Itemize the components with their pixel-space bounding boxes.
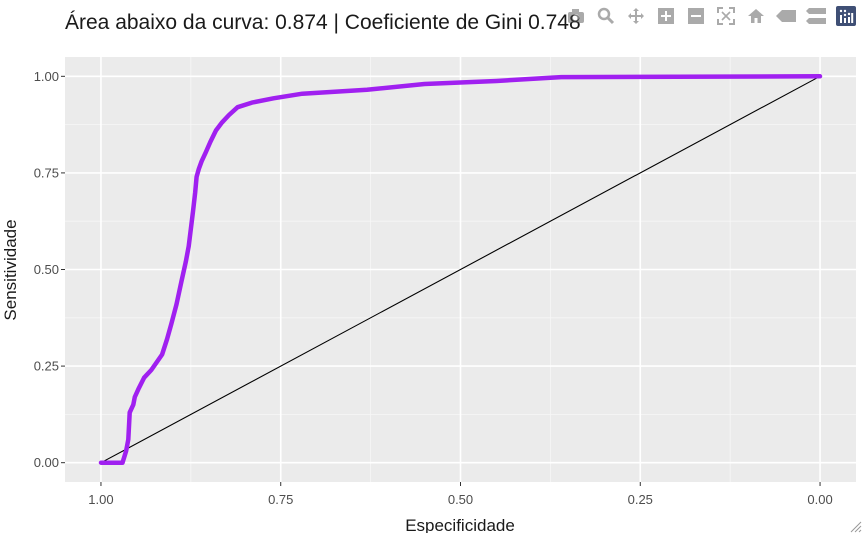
x-tick-label: 0.75	[268, 492, 293, 507]
y-axis-title: Sensitividade	[1, 219, 20, 320]
zoom-in-icon[interactable]	[654, 4, 678, 28]
y-tick-label: 0.75	[34, 165, 59, 180]
hover-compare-icon[interactable]	[804, 4, 828, 28]
modebar	[558, 4, 858, 28]
camera-icon[interactable]	[564, 4, 588, 28]
roc-curve-line	[98, 74, 823, 465]
y-tick-label: 0.25	[34, 359, 59, 374]
reset-axes-icon[interactable]	[744, 4, 768, 28]
x-tick-label: 1.00	[88, 492, 113, 507]
chart-title: Área abaixo da curva: 0.874 | Coeficient…	[65, 11, 581, 34]
hover-closest-icon[interactable]	[774, 4, 798, 28]
pan-icon[interactable]	[624, 4, 648, 28]
y-tick-label: 0.50	[34, 262, 59, 277]
resize-handle-icon[interactable]	[848, 519, 862, 533]
y-tick-label: 1.00	[34, 69, 59, 84]
x-tick-label: 0.50	[448, 492, 473, 507]
tick-labels: 1.00 0.75 0.50 0.25 0.00 0.00 0.25 0.50 0.75 1.00	[34, 69, 833, 507]
autoscale-icon[interactable]	[714, 4, 738, 28]
series-lines	[98, 74, 823, 465]
x-tick-label: 0.00	[807, 492, 832, 507]
zoom-out-icon[interactable]	[684, 4, 708, 28]
x-tick-label: 0.25	[628, 492, 653, 507]
x-axis-title: Especificidade	[405, 516, 515, 533]
plotly-logo-icon[interactable]	[834, 4, 858, 28]
zoom-icon[interactable]	[594, 4, 618, 28]
reference-diagonal-line	[100, 75, 821, 464]
y-tick-label: 0.00	[34, 455, 59, 470]
